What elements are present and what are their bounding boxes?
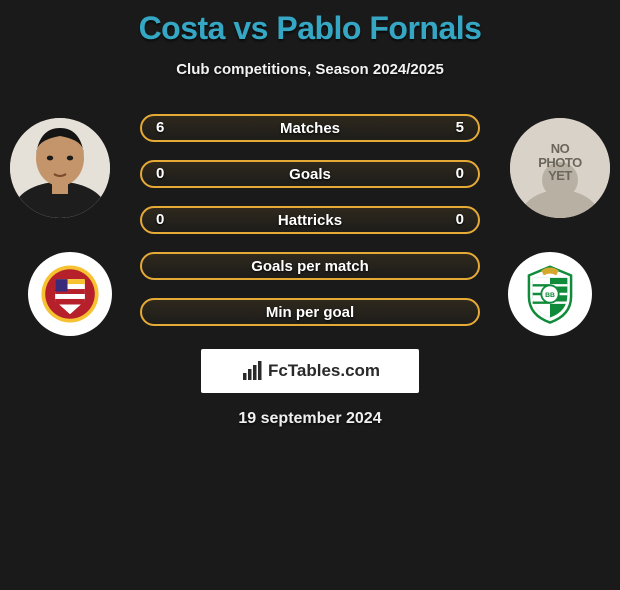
player-right-avatar: NOPHOTOYET: [510, 118, 610, 218]
betis-crest-icon: BB: [519, 263, 581, 325]
brand-badge: FcTables.com: [201, 349, 419, 393]
stat-label: Goals per match: [251, 258, 369, 275]
svg-text:BB: BB: [545, 292, 555, 299]
stat-label: Goals: [289, 166, 331, 183]
player-left-avatar: [10, 118, 110, 218]
date-label: 19 september 2024: [0, 410, 620, 428]
no-photo-label: NOPHOTOYET: [510, 142, 610, 183]
stat-row-goals-per-match: Goals per match: [140, 252, 480, 280]
brand-text: FcTables.com: [268, 361, 380, 381]
page-title: Costa vs Pablo Fornals: [0, 10, 620, 47]
stat-row-goals: 0 Goals 0: [140, 160, 480, 188]
stat-label: Min per goal: [266, 304, 354, 321]
stat-label: Matches: [280, 120, 340, 137]
player-left-club-badge: [28, 252, 112, 336]
subtitle: Club competitions, Season 2024/2025: [0, 61, 620, 78]
stat-row-hattricks: 0 Hattricks 0: [140, 206, 480, 234]
comparison-panel: NOPHOTOYET: [0, 104, 620, 434]
stat-left-value: 0: [156, 211, 164, 228]
stat-right-value: 0: [456, 165, 464, 182]
stat-row-matches: 6 Matches 5: [140, 114, 480, 142]
stat-right-value: 5: [456, 119, 464, 136]
stat-row-min-per-goal: Min per goal: [140, 298, 480, 326]
stat-label: Hattricks: [278, 212, 342, 229]
player-left-photo: [10, 118, 110, 218]
player-right-club-badge: BB: [508, 252, 592, 336]
mallorca-crest-icon: [39, 263, 101, 325]
stat-bars: 6 Matches 5 0 Goals 0 0 Hattricks 0 Goal…: [140, 114, 480, 326]
stat-left-value: 6: [156, 119, 164, 136]
stat-right-value: 0: [456, 211, 464, 228]
stat-left-value: 0: [156, 165, 164, 182]
bar-chart-icon: [240, 359, 264, 383]
